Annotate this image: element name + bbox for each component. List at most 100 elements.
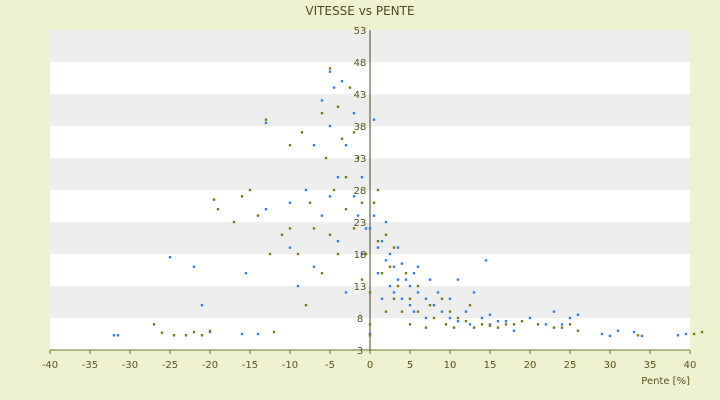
data-point-series-2 [208, 329, 212, 332]
data-point-series-1 [416, 291, 420, 294]
data-point-series-2 [568, 323, 572, 326]
x-tick-label: 20 [524, 360, 537, 371]
data-point-series-2 [700, 330, 704, 334]
data-point-series-2 [576, 329, 580, 332]
data-point-series-2 [216, 208, 220, 211]
data-point-series-1 [352, 195, 356, 198]
data-point-series-2 [636, 334, 640, 337]
data-point-series-2 [320, 112, 324, 115]
data-point-series-2 [456, 316, 460, 320]
data-point-series-2 [288, 227, 292, 230]
data-point-series-1 [296, 284, 300, 288]
data-point-series-1 [576, 313, 580, 316]
data-point-series-2 [240, 195, 244, 198]
data-point-series-2 [368, 291, 372, 294]
data-point-series-2 [452, 326, 456, 329]
data-point-series-1 [320, 99, 324, 102]
data-point-series-1 [640, 334, 644, 338]
data-point-series-2 [356, 156, 360, 160]
data-point-series-1 [336, 240, 340, 243]
y-tick-label: 28 [354, 186, 367, 197]
y-tick-label: 8 [357, 314, 363, 325]
data-point-series-1 [504, 320, 508, 323]
data-point-series-2 [324, 156, 328, 160]
data-point-series-2 [472, 326, 476, 329]
data-point-series-1 [616, 329, 620, 332]
data-point-series-2 [408, 297, 412, 300]
data-point-series-1 [424, 297, 428, 300]
data-point-series-2 [340, 137, 344, 140]
data-point-series-2 [692, 332, 696, 336]
data-point-series-1 [396, 278, 400, 281]
data-point-series-2 [512, 323, 516, 326]
y-tick-label: 23 [354, 218, 367, 229]
data-point-series-1 [560, 323, 564, 326]
data-point-series-2 [360, 201, 364, 204]
data-point-series-1 [256, 332, 260, 336]
data-point-series-1 [200, 304, 204, 307]
data-point-series-1 [496, 320, 500, 323]
data-point-series-1 [424, 316, 428, 320]
data-point-series-2 [504, 323, 508, 326]
data-point-series-2 [344, 208, 348, 211]
data-point-series-1 [568, 316, 572, 320]
data-point-series-2 [536, 323, 540, 326]
data-point-series-2 [288, 144, 292, 147]
data-point-series-2 [300, 131, 304, 134]
x-tick-label: -30 [122, 360, 138, 371]
data-point-series-1 [356, 214, 360, 217]
data-point-series-1 [416, 265, 420, 268]
y-tick-label: 33 [354, 154, 367, 165]
data-point-series-1 [364, 227, 368, 230]
data-point-series-2 [268, 252, 272, 256]
x-tick-label: 30 [604, 360, 617, 371]
x-tick-label: -20 [202, 360, 218, 371]
data-point-series-1 [676, 334, 680, 337]
data-point-series-1 [380, 240, 384, 243]
data-point-series-2 [308, 201, 312, 204]
data-point-series-1 [368, 332, 372, 336]
data-point-series-1 [344, 144, 348, 147]
data-point-series-1 [456, 278, 460, 281]
data-point-series-2 [384, 310, 388, 313]
data-point-series-1 [304, 188, 308, 192]
data-point-series-1 [396, 246, 400, 249]
data-point-series-2 [352, 131, 356, 134]
data-point-series-2 [172, 334, 176, 337]
data-point-series-2 [160, 331, 164, 334]
data-point-series-2 [416, 310, 420, 313]
data-point-series-2 [408, 323, 412, 326]
data-point-series-2 [344, 176, 348, 179]
data-point-series-1 [344, 291, 348, 294]
y-tick-label: 38 [354, 122, 367, 133]
data-point-series-1 [376, 246, 380, 249]
data-point-series-2 [496, 326, 500, 329]
data-point-series-1 [528, 316, 532, 320]
data-point-series-1 [328, 70, 332, 73]
x-tick-label: -25 [162, 360, 178, 371]
x-tick-label: -10 [282, 360, 298, 371]
data-point-series-2 [264, 118, 268, 121]
data-point-series-1 [320, 214, 324, 217]
y-tick-label: 48 [354, 58, 367, 69]
data-point-series-1 [384, 220, 388, 224]
data-point-series-1 [312, 144, 316, 147]
data-point-series-2 [152, 323, 156, 326]
plot-area [49, 30, 691, 354]
tick-labels: -40 -35 -30 -25 -20 -15 -10 -5 0 5 10 15 20 25 30 35 40 3… [42, 26, 697, 371]
data-point-series-1 [392, 265, 396, 268]
y-tick-label: 13 [354, 282, 367, 293]
data-point-series-1 [432, 304, 436, 307]
data-point-series-1 [436, 291, 440, 294]
data-point-series-2 [352, 227, 356, 230]
x-tick-label: 0 [367, 360, 373, 371]
data-point-series-2 [328, 233, 332, 236]
data-point-series-1 [428, 278, 432, 281]
data-point-series-1 [380, 297, 384, 300]
data-point-series-2 [404, 272, 408, 275]
x-tick-label: 35 [644, 360, 657, 371]
data-point-series-2 [376, 240, 380, 243]
data-point-series-1 [408, 284, 412, 288]
data-point-series-1 [456, 320, 460, 323]
